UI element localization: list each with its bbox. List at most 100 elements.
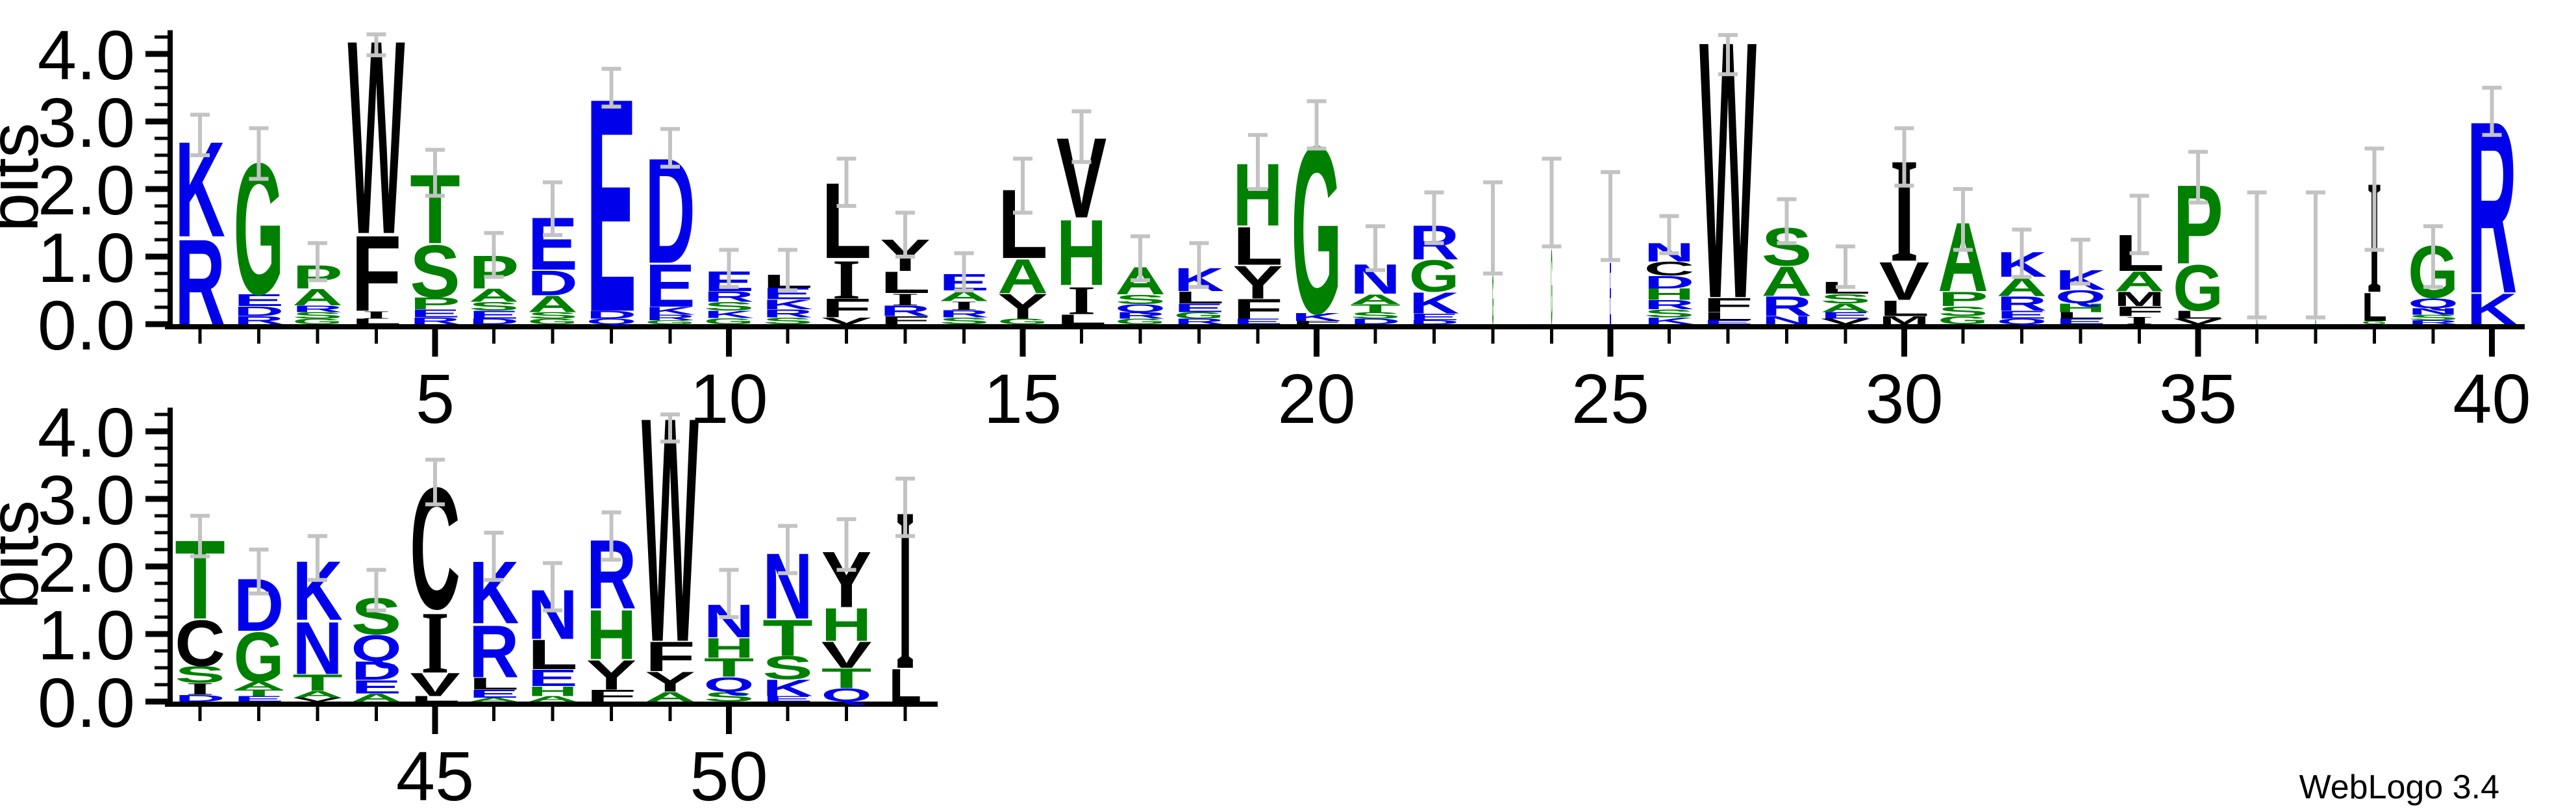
logo-letter: F [880,314,931,327]
logo-letter: C [1644,258,1695,280]
logo-letter: A [234,679,284,692]
logo-letter: G [1115,318,1166,326]
logo-letter: G [704,316,755,326]
logo-letter: S [527,311,578,321]
logo-letter: R [1115,311,1166,321]
logo-letter: I [1068,279,1096,324]
logo-letter: E [469,309,519,321]
logo-letter: K [1292,311,1342,323]
logo-letter: E [410,307,460,320]
logo-letter: F [1703,294,1753,317]
logo-letter: I [891,290,919,309]
logo-letter: E [1703,319,1753,325]
y-axis-tick-label: 0.0 [38,286,135,364]
logo-letter: L [2173,309,2223,321]
position-stack-36: G [2247,190,2267,326]
logo-letter: E [351,676,402,698]
x-axis-tick-label: 30 [1865,359,1943,438]
logo-letter: Y [997,287,1048,327]
logo-letter: A [2114,266,2165,297]
logo-letter: R [1997,292,2047,316]
logo-letter: T [292,670,343,696]
position-stack-17: GRQSA [1115,234,1166,326]
logo-letter: E [645,251,695,320]
logo-letter: S [469,299,519,313]
logo-letter: F [351,214,402,334]
logo-letter: R [762,307,813,320]
logo-letter: D [1350,318,1401,326]
logo-letter: N [2408,307,2458,317]
logo-letter: R [410,316,460,326]
logo-letter: E [1174,301,1225,315]
logo-letter: E [234,695,284,704]
logo-letter: Q [2055,286,2106,307]
y-axis-tick-label: 2.0 [38,151,135,229]
logo-letter: Q [821,685,872,706]
logo-letter: L [2055,311,2106,321]
logo-letter: S [1115,292,1166,307]
logo-letter: N [1762,314,1812,327]
logo-letter: H [704,633,755,664]
logo-letter: L [1174,288,1225,307]
logo-letter: S [410,229,460,313]
position-stack-38: GLI [2362,146,2387,329]
position-stack-11: SRKEL [762,247,813,326]
logo-letter: L [1879,296,1930,321]
logo-letter: Q [351,628,402,669]
logo-letter: A [527,695,578,704]
logo-letter: A [469,285,519,306]
logo-letter: F [1232,294,1283,325]
y-axis-tick-label: 1.0 [38,596,135,674]
position-stack-37: G [2306,190,2325,326]
logo-letter: A [997,249,1048,303]
logo-letter: S [292,311,343,321]
logo-letter: A [645,689,695,705]
position-stack-40: KR [2467,70,2518,345]
logo-letter: E [762,695,813,704]
y-axis-tick-label: 0.0 [38,663,135,742]
y-axis-tick-label: 3.0 [38,461,135,539]
logo-letter: F [821,294,872,324]
logo-letter: F [1292,320,1342,325]
y-axis-tick-label: 3.0 [38,83,135,162]
logo-letter: D [351,657,402,686]
logo-letter: R [292,303,343,314]
logo-letter: R [645,314,695,322]
logo-letter: V [410,666,460,704]
x-axis-tick-label: 5 [416,359,455,438]
y-axis-tick-label: 4.0 [38,16,135,94]
logo-letter: D [586,309,637,321]
logo-letter: L [1057,312,1107,327]
logo-letter: M [1879,314,1930,327]
logo-letter: G [527,318,578,326]
logo-letter: R [1174,318,1225,326]
logo-letter: D [469,318,519,326]
logo-letter: L [351,318,402,326]
logo-letter: L [880,265,931,300]
logo-letter: E [1232,318,1283,326]
logo-letter: D [175,693,225,704]
logo-letter: H [2055,301,2106,315]
logo-letter: S [939,316,990,326]
logo-letter: D [527,263,578,303]
logo-letter: F [2114,303,2165,319]
logo-letter: H [1644,286,1695,303]
position-stack-8: QDE [586,35,637,375]
logo-letter: G [1174,311,1225,321]
